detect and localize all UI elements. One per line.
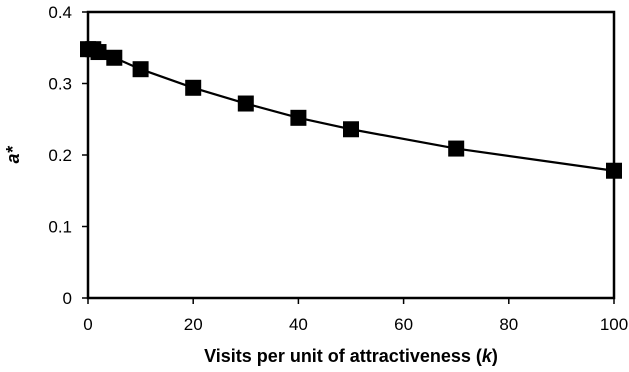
y-tick-label: 0.3 [48, 75, 72, 94]
y-tick-label: 0.2 [48, 146, 72, 165]
x-tick-label: 80 [499, 315, 518, 334]
x-tick-label: 0 [83, 315, 92, 334]
data-point [343, 121, 359, 138]
x-axis-ticks: 0 20 40 60 80 100 [83, 298, 628, 334]
series-group [80, 41, 622, 179]
x-tick-label: 100 [600, 315, 628, 334]
data-point [106, 49, 123, 66]
x-tick-label: 60 [394, 315, 413, 334]
data-point [606, 162, 622, 179]
series-line [88, 48, 615, 172]
x-axis-title: Visits per unit of attractiveness (k) [204, 346, 498, 366]
x-tick-label: 20 [184, 315, 203, 334]
y-tick-label: 0.1 [48, 218, 72, 237]
plot-frame [86, 10, 616, 300]
y-axis-ticks: 0 0.1 0.2 0.3 0.4 [48, 3, 88, 308]
y-tick-label: 0 [63, 289, 72, 308]
data-point [290, 109, 307, 126]
x-tick-label: 40 [289, 315, 308, 334]
y-axis-title: a* [3, 145, 23, 163]
data-point [237, 95, 254, 112]
y-tick-label: 0.4 [48, 3, 72, 22]
data-point [185, 79, 202, 96]
data-point [90, 44, 107, 61]
data-point [448, 140, 465, 157]
data-point [132, 61, 149, 78]
